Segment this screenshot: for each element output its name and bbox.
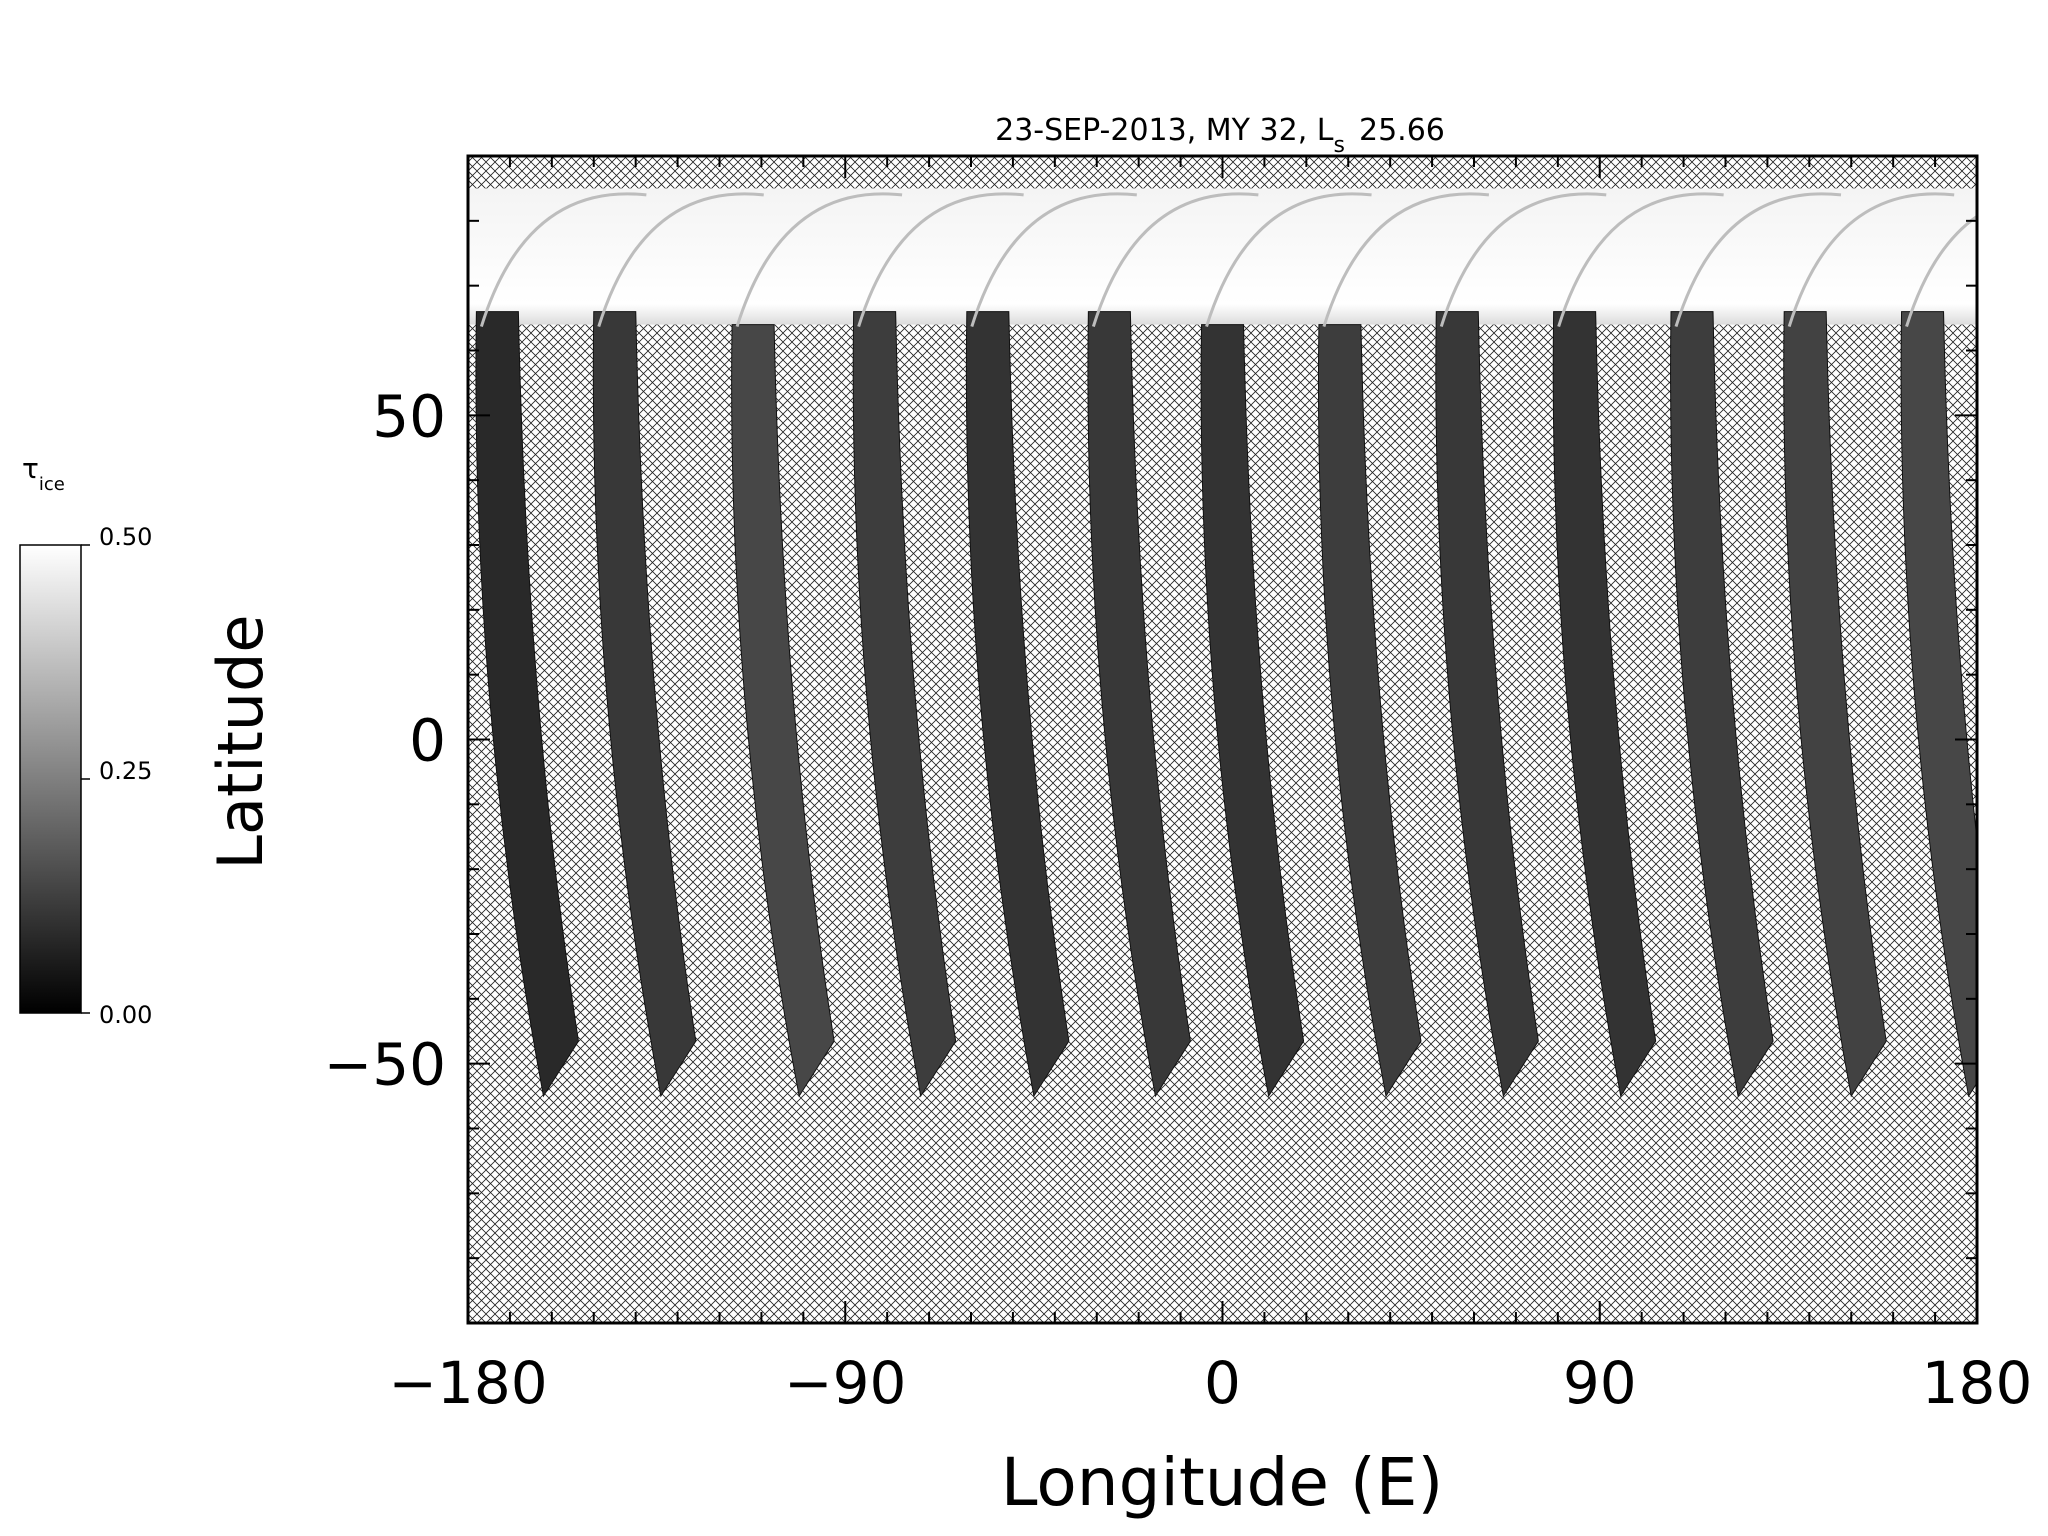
swath-arc-10 [1557, 192, 1724, 328]
swath-7 [1200, 324, 1305, 1098]
swath-arc-8 [1322, 192, 1490, 328]
plot-area [466, 154, 1979, 1325]
north-cap-band [468, 188, 1977, 325]
chart-title-text: 23-SEP-2013, MY 32, L [995, 113, 1334, 148]
swath-3 [731, 324, 835, 1098]
colorbar-tick-label: 0.00 [99, 1001, 152, 1029]
chart-title-value: 25.66 [1359, 113, 1445, 148]
swath-arc-6 [1091, 192, 1259, 328]
swath-4 [852, 311, 957, 1098]
colorbar-label-symbol: τ [22, 452, 39, 485]
x-tick-label: 90 [1563, 1349, 1637, 1417]
colorbar: τice 0.00 0.25 0.50 [19, 452, 152, 1029]
x-tick-label: 0 [1204, 1349, 1241, 1417]
x-tick-label: −180 [388, 1349, 547, 1417]
colorbar-gradient [19, 544, 82, 1014]
swath-2 [592, 311, 697, 1098]
colorbar-tick-label: 0.25 [99, 757, 152, 785]
swath-11 [1670, 311, 1774, 1098]
y-tick-label: −50 [324, 1031, 446, 1099]
colorbar-tick-label: 0.50 [99, 523, 152, 551]
swath-1 [475, 311, 579, 1098]
swath-8 [1317, 324, 1422, 1098]
chart-title: 23-SEP-2013, MY 32, Ls 25.66 [995, 113, 1445, 158]
swath-6 [1087, 311, 1191, 1098]
swath-5 [965, 311, 1070, 1098]
colorbar-label-subscript: ice [39, 474, 65, 495]
colorbar-ticks: 0.00 0.25 0.50 [81, 523, 152, 1029]
colorbar-label: τice [22, 452, 65, 495]
x-axis-label: Longitude (E) [1001, 1444, 1443, 1521]
axis-ticks [467, 155, 1978, 1324]
swath-arc-9 [1439, 192, 1607, 328]
swath-arc-3 [735, 192, 903, 328]
x-tick-label: 180 [1922, 1349, 2033, 1417]
y-tick-label: 50 [372, 382, 446, 450]
swath-arc-5 [970, 192, 1137, 328]
heatmap-layer [468, 188, 1977, 1098]
swath-arc-1 [479, 192, 647, 328]
swath-10 [1552, 311, 1657, 1098]
swath-arc-7 [1205, 192, 1372, 328]
swath-13 [1900, 311, 1977, 1098]
y-tick-label: 0 [409, 707, 446, 775]
swath-arc-12 [1787, 192, 1955, 328]
x-tick-label: −90 [784, 1349, 906, 1417]
swath-9 [1435, 311, 1539, 1098]
swath-arc-4 [857, 192, 1024, 328]
y-axis-label: Latitude [204, 614, 277, 869]
chart-title-subscript: s [1334, 133, 1345, 158]
swath-arc-11 [1674, 192, 1842, 328]
swath-12 [1783, 311, 1887, 1098]
swath-arc-2 [597, 192, 764, 328]
